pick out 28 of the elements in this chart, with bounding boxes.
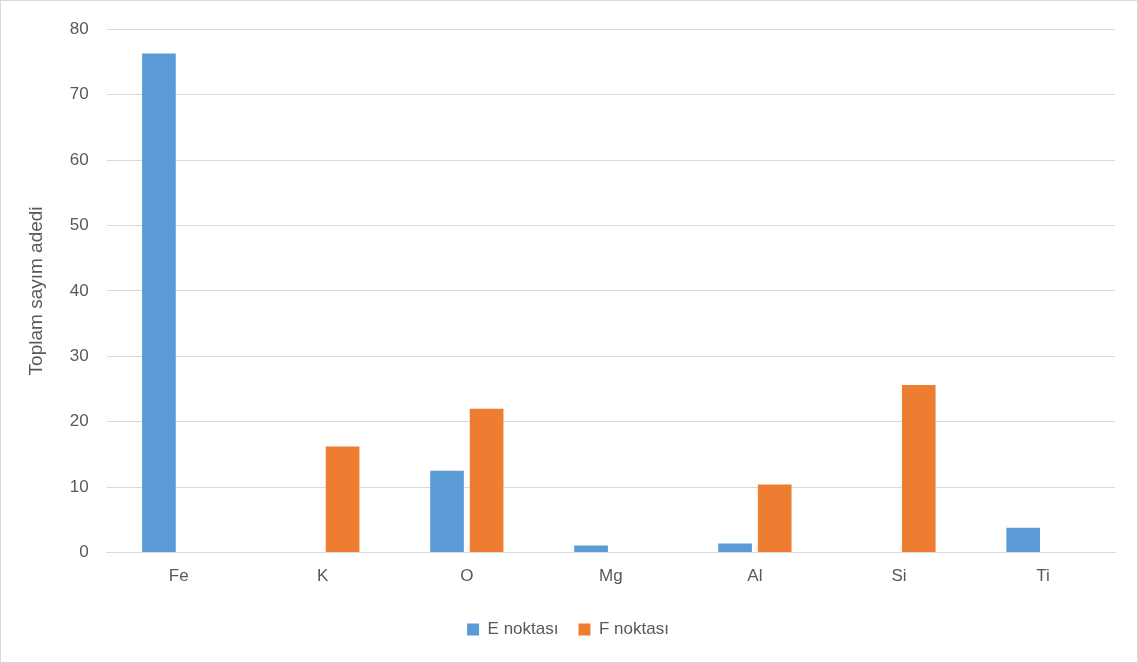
bar [757, 484, 792, 553]
bar [430, 470, 464, 553]
legend-label: F noktası [598, 619, 669, 639]
x-tick-label: Si [891, 566, 907, 586]
y-tick-label: 50 [69, 215, 89, 235]
bar [469, 408, 504, 553]
x-tick-label: Mg [599, 566, 623, 586]
y-axis-title: Toplam sayım adedi [24, 206, 46, 376]
bar [718, 543, 752, 553]
bar [901, 385, 936, 553]
x-tick-label: K [317, 566, 330, 586]
y-tick-label: 10 [69, 476, 89, 496]
y-tick-label: 80 [69, 18, 89, 38]
y-tick-label: 70 [69, 84, 89, 104]
bar [325, 446, 360, 553]
y-tick-label: 30 [69, 346, 89, 366]
bar [142, 53, 176, 553]
legend-label: E noktası [487, 619, 559, 639]
bar [574, 545, 608, 553]
y-tick-label: 0 [79, 542, 89, 562]
x-tick-label: Al [747, 566, 763, 586]
y-tick-label: 40 [69, 280, 89, 300]
bar [1006, 527, 1041, 553]
y-tick-label: 20 [69, 411, 89, 431]
x-tick-label: Fe [168, 566, 189, 586]
y-tick-label: 60 [69, 149, 89, 169]
x-tick-label: Ti [1036, 566, 1050, 586]
x-tick-label: O [460, 566, 474, 586]
